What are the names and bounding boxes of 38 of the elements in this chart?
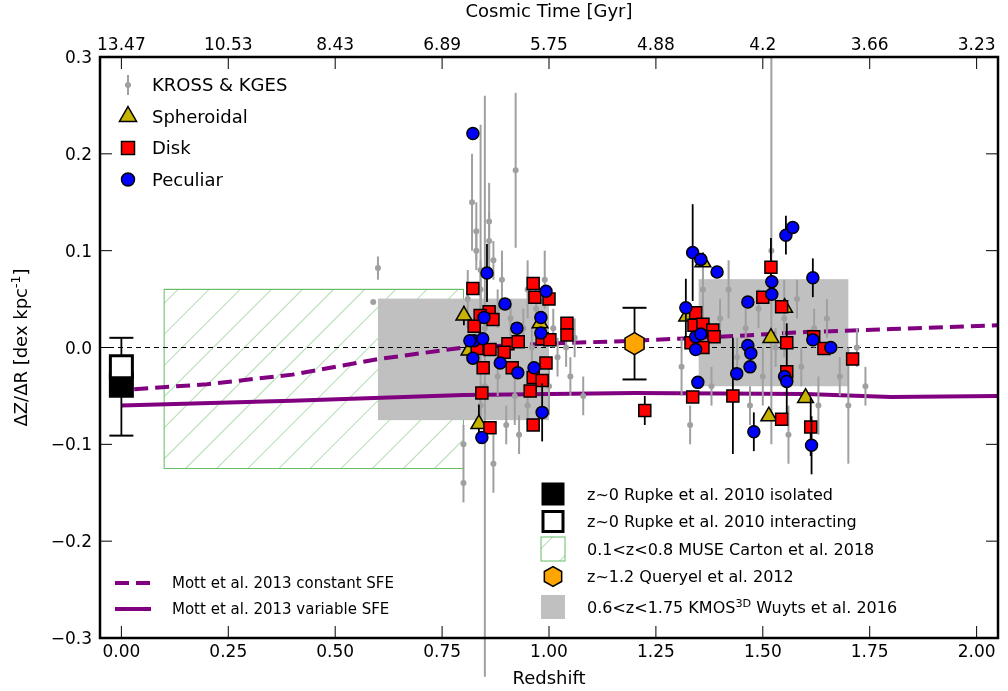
y-tick-label: −0.1 [50, 434, 92, 455]
x2-axis-title: Cosmic Time [Gyr] [465, 0, 633, 21]
legend-label: Disk [152, 137, 192, 159]
x-tick-label: 1.25 [636, 641, 675, 661]
x-tick-label: 1.00 [530, 641, 568, 661]
x-tick-label: 1.75 [850, 641, 889, 661]
x-tick-label: 0.50 [316, 641, 355, 661]
text: 4.2 [749, 34, 777, 54]
text: 3.66 [850, 34, 889, 54]
y-tick-label: −0.3 [50, 628, 92, 648]
x-tick-label: 0.00 [102, 641, 141, 661]
x-axis-title: Redshift [512, 667, 586, 688]
legend-label: 0.6<z<1.75 KMOS$^{3D}$ Wuyts et al. 2016 [587, 596, 898, 617]
text: 8.43 [316, 34, 355, 54]
legend-label: z~0 Rupke et al. 2010 interacting [587, 512, 857, 532]
x-tick-label: 1.50 [743, 641, 782, 661]
text: 5.75 [530, 34, 568, 54]
x-tick-label: 0.75 [423, 641, 462, 661]
y-tick-label: 0.2 [64, 143, 92, 164]
text: 4.88 [636, 34, 675, 54]
legend-label: Mott et al. 2013 constant SFE [172, 574, 394, 593]
legend-label: KROSS & KGES [152, 74, 288, 96]
text: 10.53 [203, 34, 253, 54]
text: 3.23 [957, 34, 996, 54]
text: 13.47 [97, 34, 146, 54]
y-tick-label: 0.3 [64, 47, 92, 67]
legend-label: z~1.2 Queryel et al. 2012 [587, 567, 794, 587]
y-tick-label: 0.0 [64, 337, 92, 358]
x-tick-label: 0.25 [209, 641, 248, 661]
text: 6.89 [423, 34, 462, 54]
legend-label: z~0 Rupke et al. 2010 isolated [587, 484, 833, 504]
legend-label: 0.1<z<0.8 MUSE Carton et al. 2018 [587, 539, 875, 559]
legend-label: Mott et al. 2013 variable SFE [172, 600, 390, 619]
legend-label: Spheroidal [152, 105, 248, 127]
legend-label: Peculiar [152, 168, 224, 190]
y-tick-label: −0.2 [50, 531, 92, 552]
y-tick-label: 0.1 [64, 240, 92, 261]
x-tick-label: 2.00 [957, 641, 996, 661]
